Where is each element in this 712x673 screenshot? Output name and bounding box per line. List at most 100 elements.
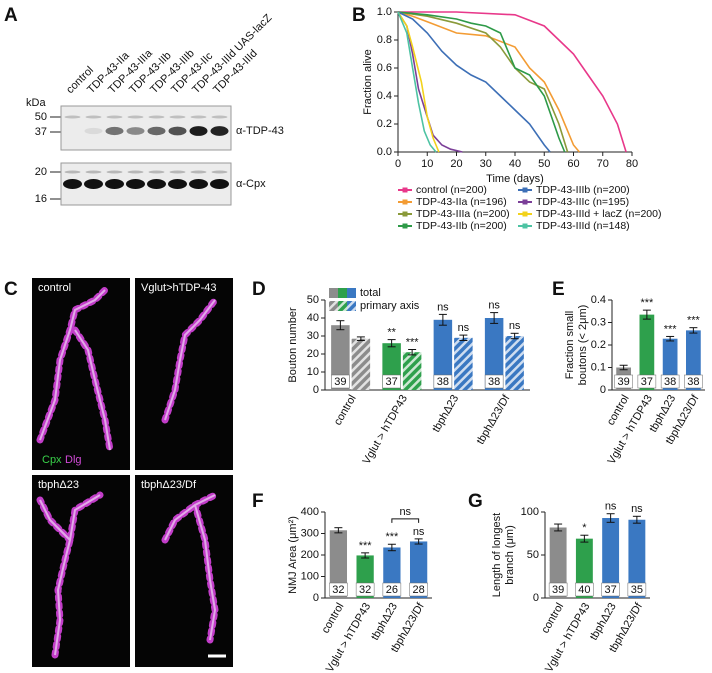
y-tick-label: 300: [301, 527, 319, 539]
error-bar: [459, 334, 468, 341]
y-axis-label: Length of longest: [491, 513, 503, 597]
error-bar: [356, 336, 365, 341]
n-label: 37: [386, 376, 398, 388]
error-bar: [387, 543, 396, 552]
x-tick-label: 70: [597, 158, 609, 170]
blot-band: [169, 170, 186, 174]
micrograph-label: control: [38, 282, 71, 294]
marker-label: 20: [35, 166, 47, 178]
n-box: [329, 582, 348, 597]
y-tick-label: 10: [307, 366, 319, 378]
bar: [628, 519, 646, 598]
blot-band: [210, 126, 229, 136]
bar: [454, 337, 473, 390]
error-bar: [510, 332, 519, 340]
micrograph-label: tbphΔ23: [38, 479, 79, 491]
error-bar: [438, 313, 447, 326]
n-label: 37: [605, 584, 617, 596]
n-box: [484, 374, 504, 389]
micrograph: [135, 475, 233, 667]
y-tick-label: 0.2: [377, 118, 392, 130]
x-tick-label: 40: [509, 158, 521, 170]
n-box: [355, 582, 375, 597]
x-axis-label: Time (days): [486, 173, 544, 185]
blot-band: [168, 126, 187, 136]
n-box: [575, 582, 594, 597]
bar: [351, 338, 371, 390]
stain-label: Dlg: [65, 454, 82, 466]
antibody-label: α-TDP-43: [236, 125, 284, 137]
stain-label: Cpx: [42, 454, 62, 466]
x-tick-label: control: [320, 601, 347, 636]
significance: ns: [631, 503, 643, 515]
significance: ***: [406, 336, 420, 348]
y-axis-label: Fraction alive: [362, 49, 374, 114]
y-tick-label: 0: [600, 384, 606, 396]
error-bar: [490, 312, 499, 324]
survival-line: [397, 11, 440, 153]
legend-swatch: [338, 301, 347, 311]
y-tick-label: 0: [313, 384, 319, 396]
x-tick-label: 50: [538, 158, 550, 170]
legend-swatch: [522, 187, 528, 193]
significance: ***: [359, 540, 373, 552]
panel-label: D: [252, 279, 266, 300]
blot-band: [64, 170, 81, 174]
marker-unit: kDa: [26, 97, 46, 109]
error-bar: [387, 339, 396, 348]
y-tick-label: 100: [301, 570, 319, 582]
error-bar: [580, 534, 589, 543]
neuron-trace: [164, 299, 216, 421]
n-label: 37: [641, 376, 653, 388]
y-tick-label: 0: [533, 592, 539, 604]
blot-band: [148, 170, 165, 174]
blot-band: [169, 115, 186, 119]
blot-band: [190, 170, 207, 174]
x-tick-label: 30: [480, 158, 492, 170]
error-bar: [632, 515, 641, 524]
blot-band: [105, 126, 124, 136]
blot-band: [190, 115, 207, 119]
y-tick-label: 0.8: [377, 34, 392, 46]
y-tick-label: 0.6: [377, 62, 392, 74]
n-label: 40: [578, 584, 590, 596]
legend-swatch: [402, 199, 408, 205]
legend-swatch: [522, 199, 528, 205]
y-tick-label: 20: [307, 348, 319, 360]
legend-swatch: [347, 301, 356, 311]
y-tick-label: 400: [301, 506, 319, 518]
neuron-trace: [39, 289, 111, 451]
n-box: [684, 374, 703, 389]
bar: [639, 314, 655, 390]
y-axis-label: NMJ Area (μm²): [287, 516, 299, 594]
y-axis-label: boutons (< 2μm): [577, 305, 589, 386]
error-bar: [414, 538, 423, 545]
n-label: 32: [359, 584, 371, 596]
survival-line: [397, 11, 437, 153]
blot-band: [211, 170, 228, 174]
y-tick-label: 0.3: [591, 316, 606, 328]
n-box: [637, 374, 657, 389]
legend-swatch: [402, 187, 408, 193]
y-tick-label: 0.1: [591, 361, 606, 373]
marker-label: 16: [35, 193, 47, 205]
significance: ***: [687, 315, 701, 327]
blot-band: [105, 179, 124, 189]
survival-line: [397, 11, 463, 153]
significance: ns: [458, 322, 470, 334]
significance: ***: [640, 297, 654, 309]
blot-band: [210, 179, 229, 189]
blot-band: [147, 126, 166, 136]
panel-label: A: [4, 5, 18, 26]
legend-swatch: [522, 223, 528, 229]
blot-band: [127, 115, 144, 119]
significance: ns: [605, 501, 617, 513]
legend-swatch: [329, 301, 338, 311]
panel-label: C: [4, 279, 18, 300]
y-tick-label: 30: [307, 330, 319, 342]
y-tick-label: 100: [521, 506, 539, 518]
n-box: [382, 582, 402, 597]
legend-label: TDP-43-IIb (n=200): [416, 220, 507, 232]
survival-line: [397, 11, 569, 153]
n-label: 39: [334, 376, 346, 388]
